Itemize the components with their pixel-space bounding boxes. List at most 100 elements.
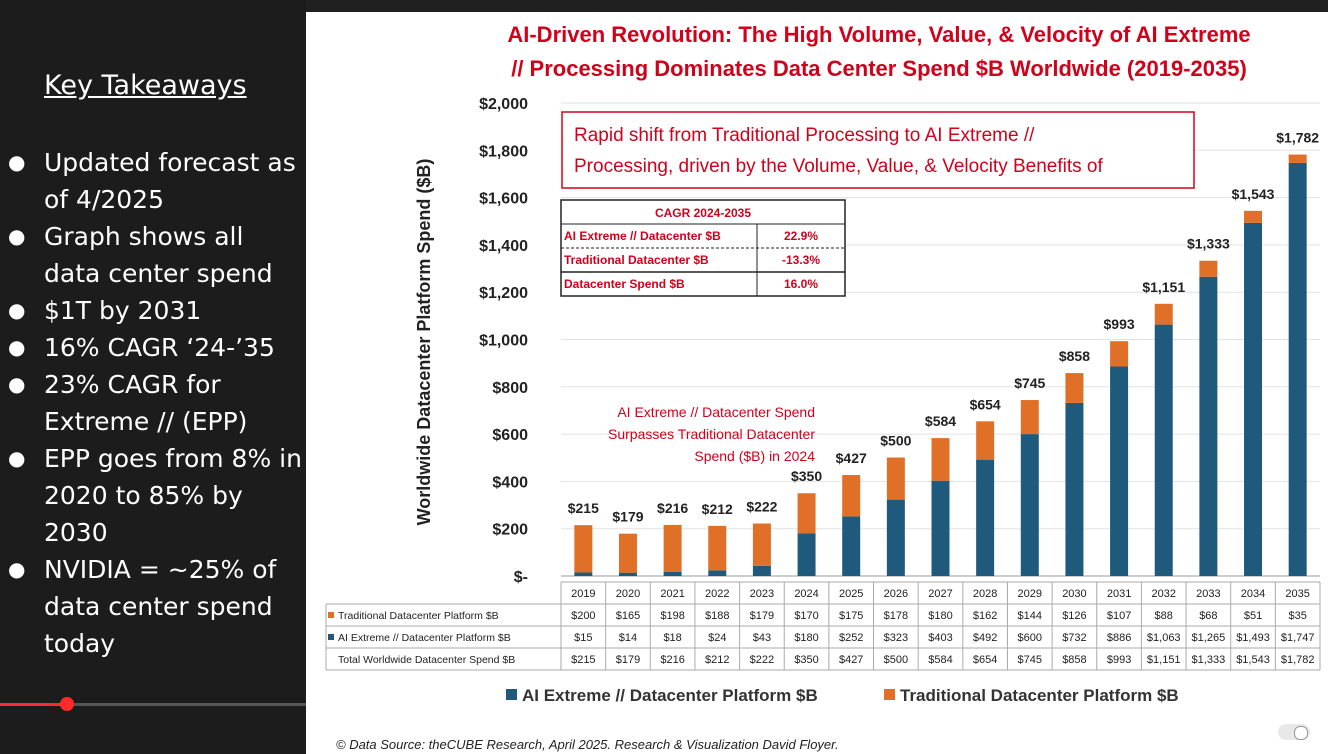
y-tick-label: $800 (492, 380, 528, 397)
bar-ai-extreme (1110, 366, 1129, 576)
takeaway-item: ● 16% CAGR ‘24-’35 (0, 329, 306, 366)
table-cell: $886 (1107, 632, 1131, 644)
table-row-label: Total Worldwide Datacenter Spend $B (338, 654, 515, 666)
takeaway-item: ● NVIDIA = ~25% of data center spend toda… (0, 551, 306, 662)
bar-traditional (663, 524, 682, 572)
bar-traditional (797, 493, 816, 534)
bar-total-label: $1,543 (1232, 186, 1275, 202)
bar-total-label: $1,151 (1142, 279, 1185, 295)
cagr-row-value: 22.9% (784, 229, 818, 243)
table-cell: $500 (884, 654, 908, 666)
cagr-row-label: Datacenter Spend $B (564, 277, 685, 291)
table-cell: $24 (708, 632, 726, 644)
annotation-line: AI Extreme // Datacenter Spend (617, 404, 815, 420)
bar-ai-extreme (976, 459, 995, 576)
table-cell: $162 (973, 610, 997, 622)
table-cell: $216 (660, 654, 684, 666)
callout-line-2: Processing, driven by the Volume, Value,… (574, 156, 1103, 177)
bar-traditional (976, 421, 995, 460)
table-year-header: 2035 (1285, 588, 1309, 600)
bar-ai-extreme (1065, 402, 1084, 576)
table-legend-swatch (328, 612, 334, 618)
takeaways-panel: Key Takeaways ● Updated forecast as of 4/… (0, 0, 306, 754)
table-cell: $323 (884, 632, 908, 644)
legend-swatch-traditional (884, 689, 895, 700)
bullet-icon: ● (8, 557, 26, 581)
y-tick-label: $1,000 (479, 333, 528, 350)
table-cell: $1,747 (1281, 632, 1315, 644)
table-cell: $180 (794, 632, 818, 644)
table-cell: $170 (794, 610, 818, 622)
legend-label-traditional: Traditional Datacenter Platform $B (900, 686, 1179, 705)
bar-traditional (1065, 373, 1084, 403)
bullet-icon: ● (8, 298, 26, 322)
bar-total-label: $584 (925, 413, 956, 429)
y-tick-label: $400 (492, 474, 528, 491)
bar-ai-extreme (797, 533, 816, 576)
y-tick-label: $- (514, 569, 528, 586)
table-cell: $178 (884, 610, 908, 622)
table-year-header: 2032 (1151, 588, 1175, 600)
table-year-header: 2021 (660, 588, 684, 600)
table-cell: $175 (839, 610, 863, 622)
annotation-line: Surpasses Traditional Datacenter (608, 426, 815, 442)
video-scrubber-handle[interactable] (60, 697, 75, 711)
table-year-header: 2031 (1107, 588, 1131, 600)
bar-traditional (886, 457, 905, 500)
table-cell: $858 (1062, 654, 1086, 666)
autoplay-toggle-knob (1294, 726, 1308, 740)
bar-total-label: $500 (880, 433, 911, 449)
cagr-row-label: Traditional Datacenter $B (564, 253, 709, 267)
table-cell: $188 (705, 610, 729, 622)
chart-title-line-1: AI-Driven Revolution: The High Volume, V… (507, 22, 1250, 47)
table-cell: $492 (973, 632, 997, 644)
takeaway-item: ● Updated forecast as of 4/2025 (0, 144, 306, 218)
bar-total-label: $222 (746, 498, 777, 514)
table-cell: $1,265 (1192, 632, 1226, 644)
callout-line-1: Rapid shift from Traditional Processing … (574, 125, 1035, 146)
takeaway-text: $1T by 2031 (44, 296, 202, 325)
table-cell: $14 (619, 632, 637, 644)
y-tick-label: $600 (492, 427, 528, 444)
table-cell: $1,543 (1236, 654, 1270, 666)
table-cell: $215 (571, 654, 595, 666)
table-cell: $1,063 (1147, 632, 1181, 644)
table-cell: $993 (1107, 654, 1131, 666)
y-tick-label: $1,400 (479, 238, 528, 255)
table-year-header: 2026 (884, 588, 908, 600)
table-year-header: 2027 (928, 588, 952, 600)
table-cell: $43 (753, 632, 771, 644)
table-cell: $51 (1244, 610, 1262, 622)
bar-total-label: $179 (612, 509, 643, 525)
table-row-label: Traditional Datacenter Platform $B (338, 610, 499, 622)
video-progress-track[interactable] (0, 703, 306, 706)
bar-ai-extreme (618, 572, 637, 576)
takeaway-text: Graph shows all data center spend (44, 222, 273, 288)
table-cell: $198 (660, 610, 684, 622)
bar-traditional (1199, 260, 1218, 277)
bar-traditional (1154, 303, 1173, 325)
table-cell: $600 (1018, 632, 1042, 644)
cagr-row-value: -13.3% (782, 253, 820, 267)
bar-total-label: $1,333 (1187, 236, 1230, 252)
bar-total-label: $993 (1104, 316, 1135, 332)
table-cell: $18 (663, 632, 681, 644)
takeaways-list: ● Updated forecast as of 4/2025 ● Graph sho… (0, 144, 306, 662)
table-year-header: 2033 (1196, 588, 1220, 600)
bullet-icon: ● (8, 335, 26, 359)
bar-traditional (574, 525, 593, 573)
bar-total-label: $215 (568, 500, 599, 516)
table-legend-swatch (328, 634, 334, 640)
y-tick-label: $2,000 (479, 96, 528, 113)
y-axis-label: Worldwide Datacenter Platform Spend ($B) (414, 159, 434, 526)
bar-total-label: $654 (970, 396, 1001, 412)
y-tick-label: $1,600 (479, 191, 528, 208)
table-cell: $68 (1199, 610, 1217, 622)
bar-total-label: $350 (791, 468, 822, 484)
table-year-header: 2028 (973, 588, 997, 600)
table-year-header: 2029 (1018, 588, 1042, 600)
bar-total-label: $1,782 (1276, 130, 1319, 146)
table-cell: $180 (928, 610, 952, 622)
legend-swatch-ai-extreme (506, 689, 517, 700)
data-source-note: © Data Source: theCUBE Research, April 2… (336, 737, 839, 752)
